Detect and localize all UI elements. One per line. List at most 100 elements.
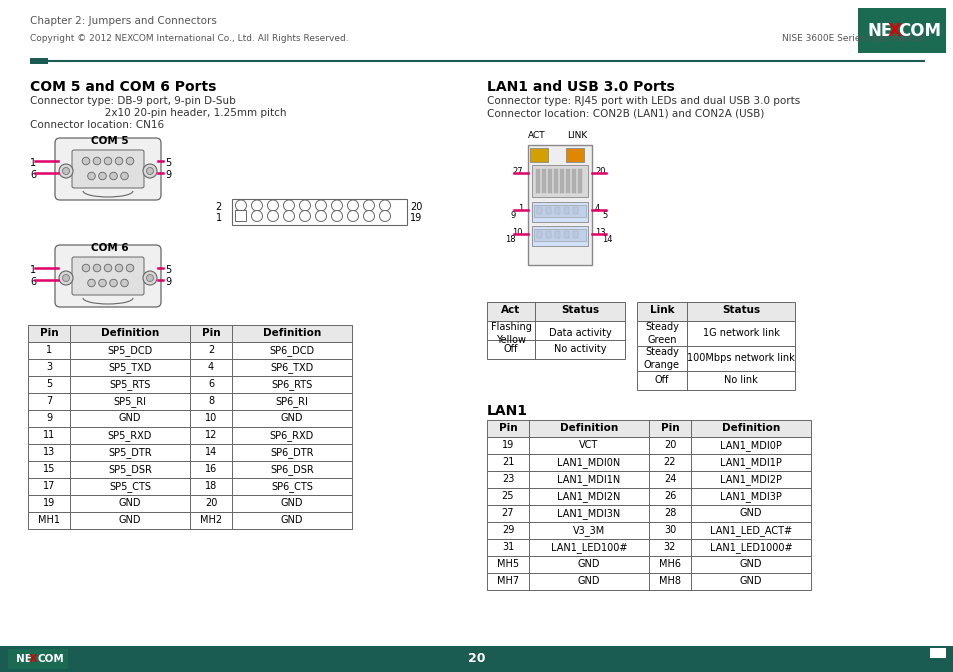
Bar bbox=[486, 488, 810, 505]
Text: VCT: VCT bbox=[578, 440, 598, 450]
Text: Data activity: Data activity bbox=[548, 329, 611, 339]
Bar bbox=[486, 340, 624, 359]
Text: 6: 6 bbox=[208, 379, 213, 389]
Circle shape bbox=[93, 264, 101, 271]
Bar bbox=[28, 461, 352, 478]
Bar bbox=[637, 302, 794, 321]
Text: SP5_DSR: SP5_DSR bbox=[108, 464, 152, 475]
FancyBboxPatch shape bbox=[71, 150, 144, 188]
Text: 27: 27 bbox=[501, 508, 514, 518]
Text: Pin: Pin bbox=[40, 328, 58, 338]
Text: 6: 6 bbox=[30, 277, 36, 287]
Bar bbox=[486, 573, 810, 590]
Text: 1: 1 bbox=[215, 213, 222, 223]
Bar bbox=[545, 207, 551, 214]
Bar bbox=[555, 231, 559, 238]
Text: 5: 5 bbox=[46, 379, 52, 389]
Bar bbox=[28, 325, 352, 342]
Text: 25: 25 bbox=[501, 491, 514, 501]
Circle shape bbox=[59, 271, 73, 285]
Text: GND: GND bbox=[578, 559, 599, 569]
Bar bbox=[637, 346, 794, 371]
Bar bbox=[545, 231, 551, 238]
Bar bbox=[28, 444, 352, 461]
Text: MH1: MH1 bbox=[38, 515, 60, 525]
Text: 2: 2 bbox=[215, 202, 222, 212]
Circle shape bbox=[98, 279, 106, 287]
Text: Steady
Orange: Steady Orange bbox=[643, 347, 679, 370]
Bar bbox=[573, 231, 578, 238]
Bar bbox=[486, 302, 624, 321]
Text: LAN1_MDI2N: LAN1_MDI2N bbox=[557, 491, 620, 502]
Text: 6: 6 bbox=[30, 170, 36, 180]
Text: LAN1_MDI0P: LAN1_MDI0P bbox=[720, 440, 781, 451]
Circle shape bbox=[126, 157, 133, 165]
Bar bbox=[486, 471, 810, 488]
Circle shape bbox=[267, 210, 278, 222]
Text: NE: NE bbox=[866, 22, 892, 40]
Circle shape bbox=[82, 157, 90, 165]
Text: NISE 3600E Series User Manual: NISE 3600E Series User Manual bbox=[781, 34, 923, 43]
Text: Status: Status bbox=[721, 305, 760, 315]
Circle shape bbox=[121, 279, 128, 287]
Circle shape bbox=[379, 200, 390, 211]
Text: 16: 16 bbox=[205, 464, 217, 474]
Text: LAN1_LED_ACT#: LAN1_LED_ACT# bbox=[709, 525, 791, 536]
Text: 18: 18 bbox=[205, 481, 217, 491]
Text: Copyright © 2012 NEXCOM International Co., Ltd. All Rights Reserved.: Copyright © 2012 NEXCOM International Co… bbox=[30, 34, 348, 43]
Text: Pin: Pin bbox=[660, 423, 679, 433]
Circle shape bbox=[93, 157, 101, 165]
Text: 9: 9 bbox=[165, 277, 171, 287]
Bar bbox=[547, 169, 552, 193]
Text: 13: 13 bbox=[595, 228, 605, 237]
Circle shape bbox=[110, 279, 117, 287]
Text: Connector location: CN16: Connector location: CN16 bbox=[30, 120, 164, 130]
Text: Flashing
Yellow: Flashing Yellow bbox=[490, 323, 531, 345]
Bar bbox=[565, 148, 583, 162]
Text: SP6_DTR: SP6_DTR bbox=[270, 447, 314, 458]
Bar bbox=[486, 539, 810, 556]
Text: 7: 7 bbox=[46, 396, 52, 406]
Bar bbox=[486, 454, 810, 471]
Circle shape bbox=[63, 274, 70, 282]
Bar bbox=[572, 169, 576, 193]
Text: Status: Status bbox=[560, 305, 598, 315]
Circle shape bbox=[331, 210, 342, 222]
Text: 19: 19 bbox=[43, 498, 55, 508]
Bar bbox=[486, 437, 810, 454]
Text: LAN1_LED100#: LAN1_LED100# bbox=[550, 542, 626, 553]
Text: 15: 15 bbox=[43, 464, 55, 474]
Circle shape bbox=[315, 210, 326, 222]
Text: Connector location: CON2B (LAN1) and CON2A (USB): Connector location: CON2B (LAN1) and CON… bbox=[486, 108, 763, 118]
Circle shape bbox=[147, 167, 153, 175]
Text: LINK: LINK bbox=[566, 131, 586, 140]
Text: 9: 9 bbox=[46, 413, 52, 423]
Text: Definition: Definition bbox=[263, 328, 321, 338]
Bar bbox=[486, 522, 810, 539]
Text: SP5_RTS: SP5_RTS bbox=[110, 379, 151, 390]
Text: Pin: Pin bbox=[498, 423, 517, 433]
Bar bbox=[28, 410, 352, 427]
Text: 10: 10 bbox=[205, 413, 217, 423]
Text: COM 5 and COM 6 Ports: COM 5 and COM 6 Ports bbox=[30, 80, 216, 94]
Circle shape bbox=[379, 210, 390, 222]
Text: 30: 30 bbox=[663, 525, 676, 535]
Text: GND: GND bbox=[118, 498, 141, 508]
Circle shape bbox=[331, 200, 342, 211]
Bar bbox=[234, 210, 246, 222]
Bar bbox=[554, 169, 558, 193]
Bar bbox=[536, 169, 539, 193]
Text: GND: GND bbox=[280, 515, 303, 525]
Circle shape bbox=[252, 210, 262, 222]
Circle shape bbox=[299, 200, 310, 211]
Circle shape bbox=[143, 164, 157, 178]
Text: 13: 13 bbox=[43, 447, 55, 457]
Text: 1G network link: 1G network link bbox=[701, 329, 779, 339]
Text: LAN1_MDI3N: LAN1_MDI3N bbox=[557, 508, 620, 519]
Bar bbox=[565, 169, 569, 193]
Circle shape bbox=[363, 200, 375, 211]
Text: COM 6: COM 6 bbox=[91, 243, 129, 253]
Text: 8: 8 bbox=[208, 396, 213, 406]
Text: 10: 10 bbox=[512, 228, 522, 237]
Text: Chapter 2: Jumpers and Connectors: Chapter 2: Jumpers and Connectors bbox=[30, 16, 216, 26]
